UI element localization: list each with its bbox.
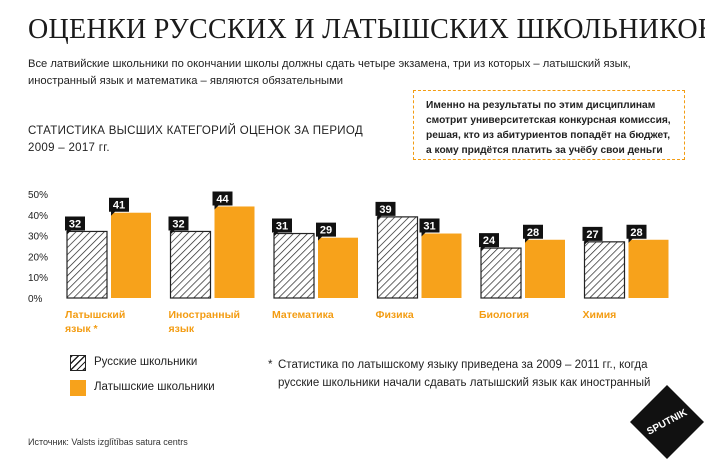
footnote-text: Статистика по латышскому языку приведена…: [278, 359, 651, 389]
sputnik-logo-diamond: [630, 385, 704, 459]
y-tick-label: 20%: [28, 252, 48, 263]
bar-russian: [66, 230, 108, 299]
bar-latvian: [628, 239, 669, 298]
footnote-star: *: [268, 359, 273, 371]
value-label: 32: [69, 218, 81, 230]
y-tick-label: 10%: [28, 273, 48, 284]
bar-russian: [376, 216, 419, 299]
category-label: Латышский: [65, 309, 125, 321]
y-tick-label: 30%: [28, 232, 48, 243]
category-label: Биология: [479, 309, 529, 321]
category-label: язык: [169, 323, 195, 335]
value-label: 31: [423, 221, 435, 233]
category-label: Иностранный: [169, 309, 241, 321]
value-label: 39: [379, 204, 391, 216]
bar-latvian: [318, 237, 358, 298]
value-tag: [419, 218, 440, 237]
bar-russian: [583, 241, 626, 299]
value-tag: [523, 224, 543, 243]
legend-label-russian: Русские школьники: [94, 356, 198, 368]
category-label: Математика: [272, 309, 334, 321]
value-tag: [272, 218, 292, 237]
bar-chart: 50% 40% 30% 20% 10% 0% 32 41 Латышский язык * 32 44…: [28, 190, 669, 335]
legend-label-latvian: Латышские школьники: [94, 381, 215, 393]
callout-note: Именно на результаты по этим дисциплинам…: [413, 90, 685, 160]
sputnik-logo: SPUTNIK: [630, 385, 704, 459]
value-tag: [212, 191, 233, 210]
bar-latvian: [111, 212, 151, 298]
value-label: 29: [320, 225, 332, 237]
value-label: 31: [276, 221, 288, 233]
value-tag: [316, 222, 336, 241]
value-tag: [109, 197, 129, 216]
value-tag: [582, 226, 603, 245]
chart-title: СТАТИСТИКА ВЫСШИХ КАТЕГОРИЙ ОЦЕНОК ЗА ПЕ…: [28, 123, 363, 157]
subtitle: Все латвийские школьники по окончании шк…: [28, 58, 631, 87]
y-tick-label: 40%: [28, 211, 48, 222]
value-tag: [65, 216, 85, 235]
chart-title-line2: 2009 – 2017 гг.: [28, 142, 110, 154]
value-label: 24: [483, 235, 496, 247]
value-label: 28: [527, 227, 539, 239]
bar-russian: [480, 247, 522, 299]
y-tick-label: 50%: [28, 190, 48, 201]
footnote: * Статистика по латышскому языку приведе…: [268, 356, 668, 392]
value-label: 44: [216, 193, 229, 205]
bar-latvian: [525, 239, 565, 298]
bar-latvian: [214, 206, 255, 298]
legend-swatch-orange: [70, 380, 86, 396]
y-tick-label: 0%: [28, 294, 43, 305]
category-label: язык *: [65, 323, 98, 335]
value-tag: [168, 216, 189, 235]
value-tag: [479, 233, 499, 252]
source-note: Источник: Valsts izglītības satura centr…: [28, 437, 188, 447]
value-label: 28: [630, 227, 642, 239]
page-title: ОЦЕНКИ РУССКИХ И ЛАТЫШСКИХ ШКОЛЬНИКОВ: [28, 14, 705, 45]
value-tag: [375, 201, 396, 220]
value-label: 41: [113, 200, 125, 212]
chart-title-line1: СТАТИСТИКА ВЫСШИХ КАТЕГОРИЙ ОЦЕНОК ЗА ПЕ…: [28, 125, 363, 137]
category-label: Физика: [376, 309, 414, 321]
value-tag: [626, 224, 647, 243]
bar-russian: [169, 230, 212, 299]
legend-swatch-hatched: [70, 355, 86, 371]
value-label: 32: [172, 218, 184, 230]
value-label: 27: [586, 229, 598, 241]
category-label: Химия: [583, 309, 617, 321]
bar-latvian: [421, 233, 462, 298]
bar-russian: [273, 232, 315, 299]
